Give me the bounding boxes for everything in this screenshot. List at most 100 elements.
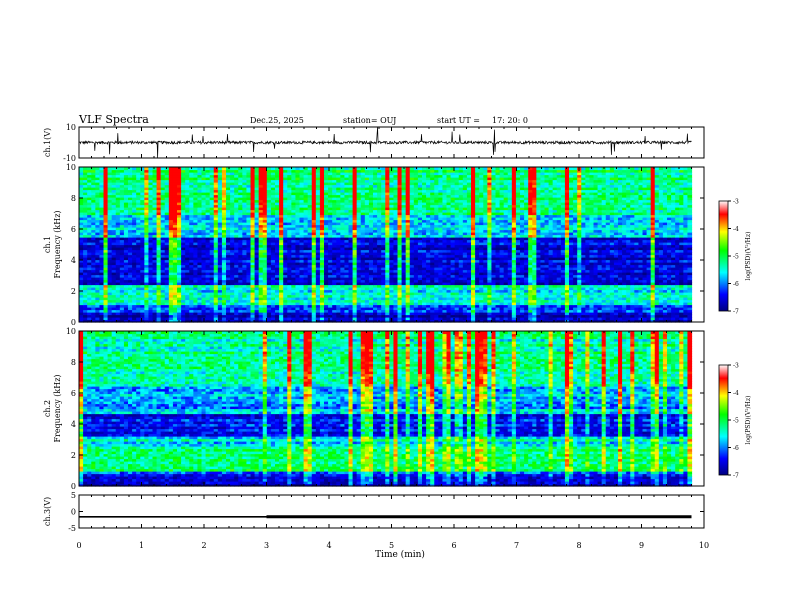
spectrogram-cell (552, 289, 558, 293)
spectrogram-cell (687, 319, 693, 323)
spectrogram-cell (185, 314, 190, 318)
spectrogram-cell (377, 307, 382, 311)
spectrogram-cell (164, 302, 170, 306)
spectrogram-cell (683, 292, 689, 296)
spectrogram-cell (336, 319, 341, 323)
spectrogram-cell (662, 292, 668, 296)
spectrogram-cell (613, 307, 619, 311)
spectrogram-cell (495, 287, 501, 291)
spectrogram-cell (87, 319, 92, 323)
spectrogram-cell (560, 304, 566, 308)
spectrogram-cell (601, 312, 607, 316)
spectrogram-cell (242, 292, 248, 296)
spectrogram-cell (646, 314, 652, 318)
spectrogram-cell (585, 319, 591, 323)
spectrogram-cell (556, 297, 562, 301)
spectrogram-cell (352, 314, 358, 318)
spectrogram-cell (642, 302, 648, 306)
spectrogram-cell (324, 307, 329, 311)
spectrogram-cell (238, 294, 243, 298)
spectrogram-cell (283, 314, 288, 318)
spectrogram-cell (197, 304, 203, 308)
spectrogram-cell (511, 294, 517, 298)
spectrogram-cell (348, 297, 354, 301)
spectrogram-cell (634, 309, 640, 313)
spectrogram-cell (340, 292, 346, 296)
spectrogram-cell (528, 309, 533, 313)
spectrogram-cell (532, 317, 537, 321)
spectrogram-cell (634, 307, 640, 311)
spectrogram-cell (315, 292, 321, 296)
spectrogram-cell (136, 292, 141, 296)
date-label: Dec.25, 2025 (250, 116, 304, 125)
spectrogram-cell (140, 287, 145, 291)
spectrogram-cell (348, 294, 354, 298)
spectrogram-cell (287, 304, 292, 308)
spectrogram-cell (356, 304, 362, 308)
spectrogram-cell (650, 309, 656, 313)
spectrogram-cell (687, 314, 693, 318)
spectrogram-cell (381, 307, 386, 311)
spectrogram-cell (540, 297, 546, 301)
spectrogram-cell (601, 294, 607, 298)
spectrogram-cell (479, 317, 484, 321)
spectrogram-cell (332, 304, 337, 308)
spectrogram-cell (426, 294, 431, 298)
spectrogram-cell (340, 299, 346, 303)
spectrogram-cell (226, 299, 231, 303)
spectrogram-cell (344, 292, 350, 296)
spectrogram-cell (479, 302, 484, 306)
spectrogram-cell (373, 299, 378, 303)
spectrogram-cell (258, 297, 264, 301)
spectrogram-cell (483, 319, 488, 323)
spectrogram-cell (324, 314, 329, 318)
spectrogram-cell (226, 307, 231, 311)
spectrogram-cell (307, 309, 313, 313)
spectrogram-cell (675, 292, 680, 296)
spectrogram-cell (364, 289, 370, 293)
spectrogram-cell (377, 292, 382, 296)
spectrogram-cell (426, 304, 431, 308)
spectrogram-cell (658, 309, 664, 313)
spectrogram-cell (630, 302, 635, 306)
spectrogram-cell (83, 289, 88, 293)
spectrogram-cell (654, 307, 660, 311)
spectrogram-cell (246, 289, 252, 293)
spectrogram-cell (181, 297, 186, 301)
spectrogram-cell (132, 302, 137, 306)
spectrogram-cell (115, 284, 121, 288)
spectrogram-cell (658, 292, 664, 296)
spectrogram-cell (201, 309, 207, 313)
spectrogram-cell (609, 309, 615, 313)
spectrogram-cell (168, 304, 174, 308)
spectrogram-cell (515, 302, 521, 306)
spectrogram-cell (667, 299, 672, 303)
spectrogram-cell (401, 304, 407, 308)
spectrogram-cell (279, 317, 284, 321)
spectrogram-cell (238, 292, 243, 296)
spectrogram-cell (487, 292, 493, 296)
ch1-waveform-ylabel: ch.1(V) (43, 128, 52, 157)
spectrogram-cell (373, 302, 378, 306)
spectrogram-cell (630, 294, 635, 298)
spectrogram-cell (287, 307, 292, 311)
spectrogram-cell (626, 302, 631, 306)
spectrogram-cell (226, 314, 231, 318)
spectrogram-cell (148, 299, 154, 303)
spectrogram-cell (675, 287, 680, 291)
spectrogram-cell (111, 304, 117, 308)
spectrogram-cell (132, 304, 137, 308)
spectrogram-cell (393, 294, 399, 298)
spectrogram-cell (87, 299, 92, 303)
spectrogram-cell (148, 302, 154, 306)
spectrogram-cell (397, 297, 403, 301)
spectrogram-cell (201, 297, 207, 301)
spectrogram-cell (91, 317, 96, 321)
spectrogram-cell (662, 302, 668, 306)
spectrogram-cell (646, 307, 652, 311)
spectrogram-cell (450, 307, 456, 311)
spectrogram-cell (564, 299, 570, 303)
spectrogram-cell (279, 284, 284, 288)
spectrogram-cell (364, 312, 370, 316)
spectrogram-cell (217, 309, 223, 313)
